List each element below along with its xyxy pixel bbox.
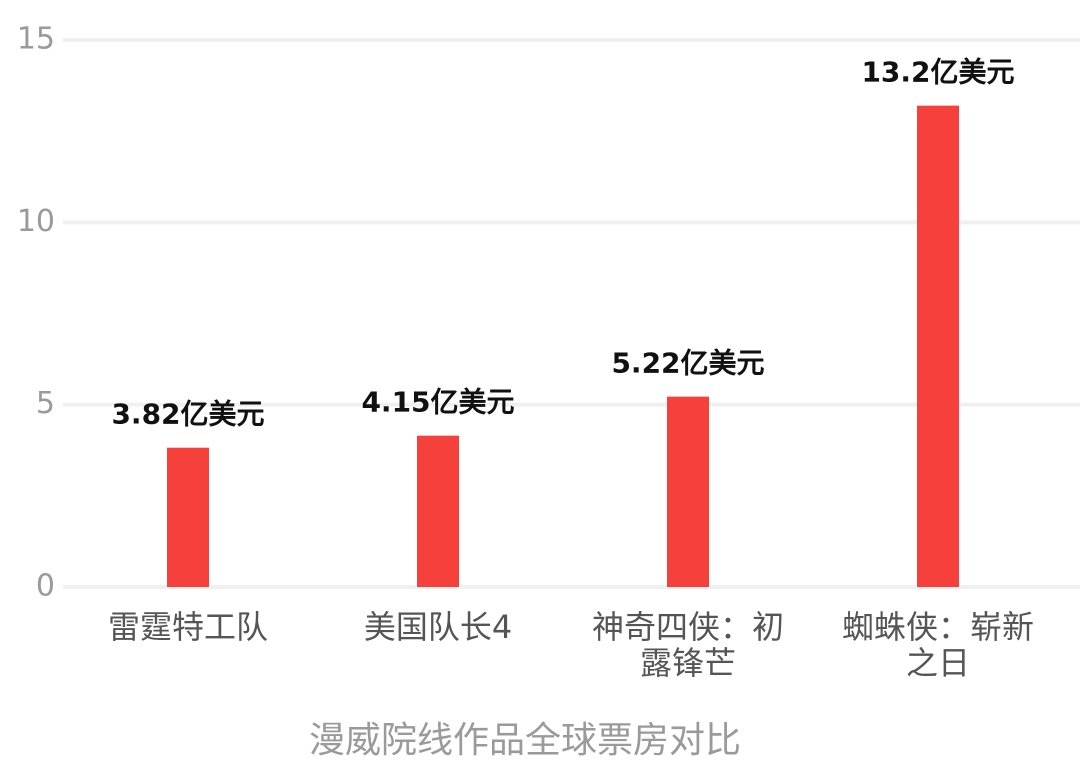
bar [917, 105, 959, 587]
value-label: 4.15亿美元 [361, 386, 514, 419]
y-tick-label: 5 [36, 386, 55, 421]
bar [417, 435, 459, 587]
x-tick-label: 美国队长4 [364, 608, 512, 646]
x-tick-label: 蜘蛛侠：崭新之日 [842, 608, 1034, 682]
bar [167, 447, 209, 587]
value-label: 13.2亿美元 [861, 56, 1014, 89]
bar [667, 396, 709, 587]
x-tick-label: 雷霆特工队 [108, 608, 268, 646]
chart-title: 漫威院线作品全球票房对比 [309, 720, 741, 761]
y-tick-label: 15 [17, 22, 55, 57]
y-tick-label: 10 [17, 204, 55, 239]
x-tick-label: 神奇四侠：初露锋芒 [592, 608, 784, 682]
value-label: 3.82亿美元 [111, 398, 264, 431]
value-label: 5.22亿美元 [611, 347, 764, 380]
y-tick-label: 0 [36, 569, 55, 604]
